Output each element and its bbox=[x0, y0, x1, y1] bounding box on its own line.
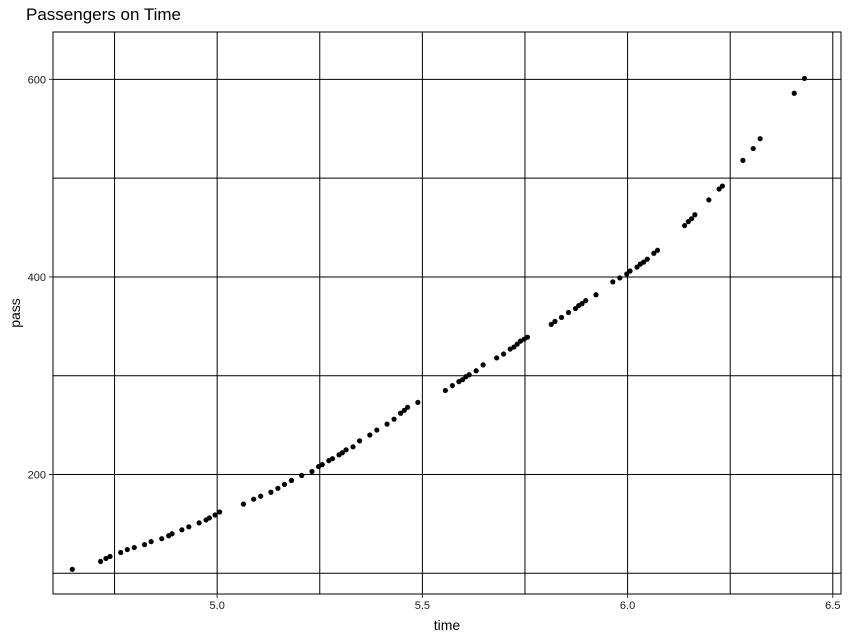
data-point bbox=[644, 256, 650, 262]
data-point bbox=[206, 515, 212, 521]
data-point bbox=[552, 318, 558, 324]
data-point bbox=[740, 157, 746, 164]
data-point bbox=[288, 477, 295, 484]
x-tick-label: 5.5 bbox=[415, 600, 430, 612]
data-point bbox=[466, 372, 472, 378]
grid-lines bbox=[53, 32, 841, 594]
data-point bbox=[319, 462, 325, 468]
data-point bbox=[719, 183, 725, 189]
data-point bbox=[281, 481, 288, 487]
plot-panel-border bbox=[52, 31, 842, 595]
data-point bbox=[750, 145, 756, 152]
data-point bbox=[103, 555, 109, 562]
data-point bbox=[617, 275, 623, 281]
data-point bbox=[524, 334, 531, 340]
axis-ticks: 5.0 5.5 6.0 6.5 200 400 600 bbox=[28, 74, 841, 612]
data-point bbox=[131, 544, 137, 551]
data-point bbox=[692, 212, 698, 218]
data-point bbox=[179, 527, 185, 533]
x-tick-label: 6.0 bbox=[620, 600, 635, 612]
chart-title: Passengers on Time bbox=[26, 5, 181, 24]
data-point bbox=[118, 549, 124, 556]
data-point bbox=[309, 468, 315, 475]
data-point bbox=[356, 438, 363, 444]
data-point bbox=[186, 524, 192, 530]
data-point bbox=[682, 222, 688, 229]
data-point bbox=[240, 501, 247, 507]
data-point bbox=[627, 268, 633, 274]
data-point bbox=[258, 493, 264, 499]
data-point bbox=[299, 472, 305, 479]
data-point bbox=[217, 509, 223, 515]
data-point bbox=[706, 197, 712, 203]
data-point bbox=[124, 546, 130, 553]
x-axis-title: time bbox=[434, 617, 461, 633]
data-point bbox=[565, 309, 572, 316]
data-point bbox=[442, 387, 448, 394]
data-point bbox=[374, 427, 380, 433]
data-point bbox=[801, 75, 808, 82]
data-point bbox=[339, 450, 345, 456]
data-point bbox=[384, 421, 390, 427]
data-point bbox=[367, 432, 373, 438]
data-point bbox=[501, 351, 507, 357]
data-point bbox=[398, 410, 404, 416]
y-tick-label: 200 bbox=[28, 469, 46, 481]
data-point bbox=[350, 444, 356, 450]
data-point bbox=[405, 404, 411, 410]
data-point bbox=[159, 536, 165, 542]
data-point bbox=[275, 485, 281, 491]
data-point bbox=[107, 553, 113, 560]
data-point bbox=[268, 489, 274, 495]
data-point bbox=[593, 292, 599, 298]
x-tick-label: 5.0 bbox=[210, 600, 225, 612]
data-point bbox=[494, 355, 500, 361]
y-axis-title: pass bbox=[7, 298, 23, 328]
data-point bbox=[196, 520, 202, 526]
data-point bbox=[480, 362, 486, 368]
data-point bbox=[640, 259, 647, 265]
data-point bbox=[141, 542, 148, 548]
y-tick-label: 400 bbox=[28, 272, 46, 284]
y-tick-label: 600 bbox=[28, 74, 46, 86]
data-point bbox=[251, 496, 257, 502]
x-tick-label: 6.5 bbox=[825, 600, 840, 612]
data-point bbox=[329, 456, 336, 462]
data-point bbox=[148, 539, 154, 545]
data-point bbox=[212, 512, 218, 518]
data-point bbox=[415, 399, 421, 405]
data-point bbox=[651, 250, 657, 256]
data-point bbox=[169, 531, 175, 537]
data-point bbox=[473, 368, 479, 374]
data-point bbox=[579, 301, 585, 307]
data-point bbox=[449, 382, 455, 389]
data-point bbox=[583, 298, 589, 304]
data-point bbox=[610, 279, 616, 285]
data-point bbox=[98, 558, 104, 565]
data-point bbox=[69, 566, 75, 572]
data-point bbox=[791, 90, 797, 96]
data-point bbox=[558, 314, 565, 321]
data-point bbox=[757, 136, 763, 142]
data-point bbox=[548, 321, 554, 327]
data-point bbox=[391, 416, 397, 422]
data-point bbox=[689, 216, 695, 222]
data-point bbox=[654, 247, 661, 253]
data-points bbox=[69, 75, 808, 572]
data-point bbox=[343, 447, 349, 453]
